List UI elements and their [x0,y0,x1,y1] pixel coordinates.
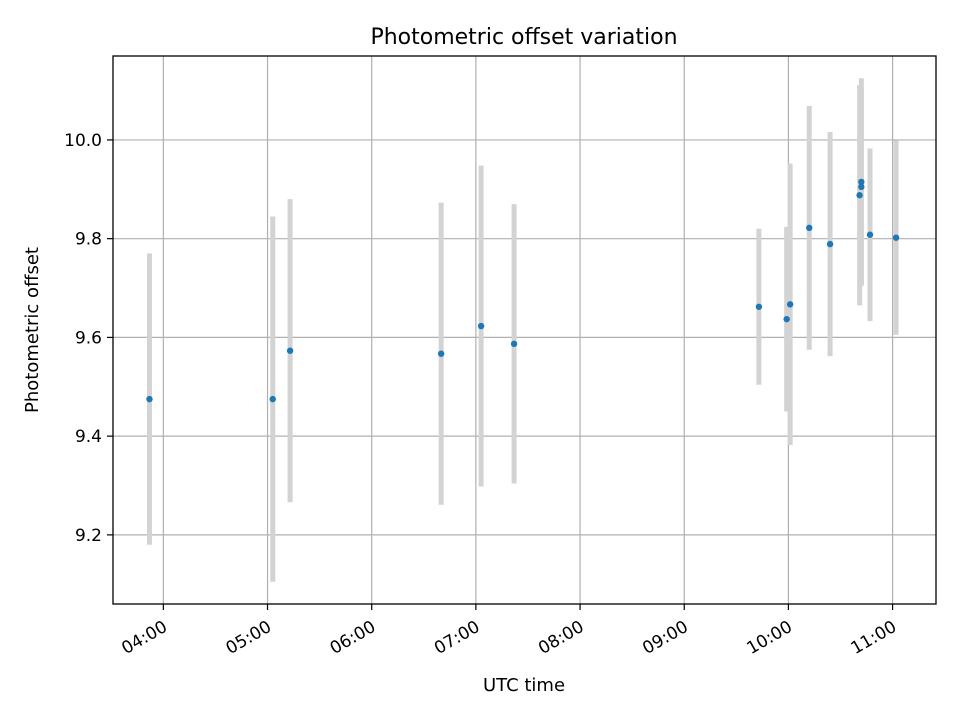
data-point [437,350,445,357]
x-axis-label: UTC time [483,675,565,696]
data-point [510,340,518,348]
data-point [269,395,276,403]
y-tick-label: 9.6 [75,328,102,348]
data-point [866,231,874,238]
x-tick-label: 08:00 [535,617,587,659]
data-point [858,183,865,191]
data-point [783,315,790,323]
data-point [786,301,794,308]
data-point [856,192,863,199]
x-tick-label: 06:00 [327,617,379,659]
x-tick-label: 05:00 [223,617,275,659]
y-tick-label: 10.0 [64,131,102,151]
data-point [892,234,900,241]
data-point [146,395,153,403]
x-tick-label: 10:00 [743,617,795,659]
data-points [146,178,900,403]
plot-frame [112,55,937,605]
data-point [858,178,865,186]
data-point [755,303,763,310]
x-tick-label: 07:00 [431,617,483,659]
x-tick-label: 09:00 [639,617,691,659]
data-point [826,240,834,248]
data-point [806,224,813,232]
data-point [286,347,294,354]
error-bars [146,78,899,582]
data-point [477,322,485,330]
y-tick-label: 9.4 [75,427,102,447]
y-tick-label: 9.8 [75,230,102,250]
x-tick-label: 04:00 [118,617,170,659]
x-tick-label: 11:00 [848,617,900,659]
y-tick-label: 9.2 [75,526,102,546]
y-axis-label: Photometric offset [22,247,43,413]
chart-title: Photometric offset variation [370,25,677,50]
y-axis-ticks: 9.2 9.4 9.6 9.8 10.0 [64,131,113,546]
grid [113,56,936,604]
x-axis-ticks: 04:00 05:00 06:00 07:00 08:00 09:00 10:00 11:00 [118,604,900,659]
